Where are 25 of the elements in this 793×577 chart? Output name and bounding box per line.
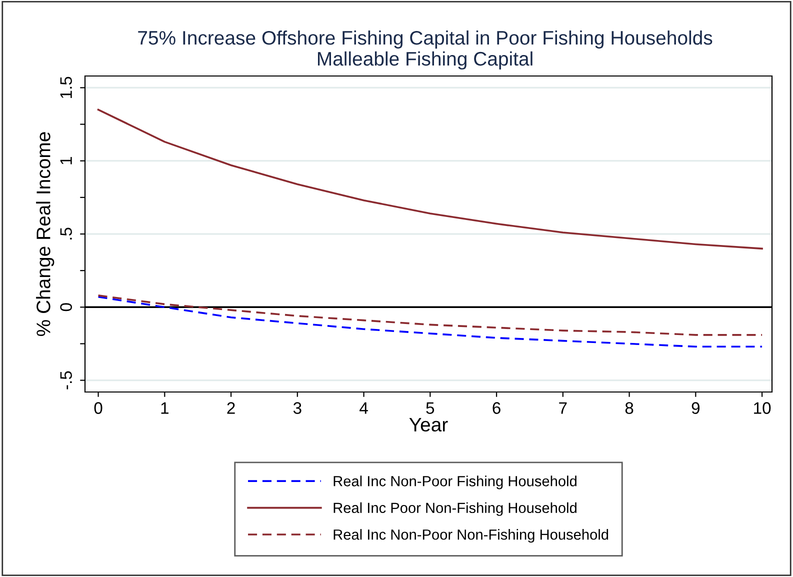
x-tick-label: 1 [161,402,168,414]
x-tick-label: 6 [492,402,500,414]
x-tick-label: 7 [559,402,567,414]
x-tick-label: 8 [625,402,634,414]
line-series [97,296,763,348]
y-tick-label: .5 [60,228,72,240]
chart-title: 75% Increase Offshore Fishing Capital in Poor Fishing Households Malleable Fishing Capital [138,30,712,70]
y-axis-title: % Change Real Income [36,132,54,336]
line-series [97,294,763,336]
x-tick-label: 3 [293,402,302,414]
x-axis-title: Year [409,418,448,432]
x-tick-label: 10 [754,402,771,414]
legend-label: Real Inc Non-Poor Fishing Household [334,476,576,490]
x-tick-label: 0 [94,402,102,414]
legend-label: Real Inc Poor Non-Fishing Household [334,502,576,516]
y-tick-label: 0 [60,303,72,312]
x-tick-label: 9 [692,402,700,414]
legend-label: Real Inc Non-Poor Non-Fishing Household [334,529,608,543]
x-tick-label: 4 [360,402,368,414]
y-tick-label: 1 [60,157,72,164]
x-tick-label: 5 [426,402,434,414]
x-tick-label: 2 [227,402,235,414]
y-tick-label: -.5 [60,371,72,390]
line-series [97,108,763,250]
y-tick-label: 1.5 [60,76,72,98]
